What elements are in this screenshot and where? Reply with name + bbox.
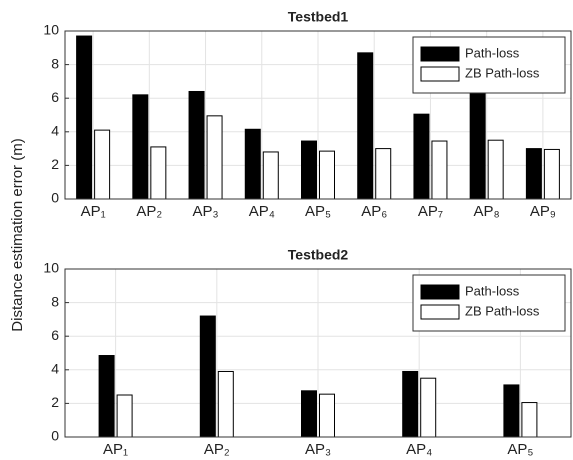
y-tick-label: 2 [51, 156, 59, 172]
y-axis-label: Distance estimation error (m) [9, 138, 26, 331]
x-tick-label: AP₃ [305, 441, 331, 458]
x-tick-label: AP₂ [204, 441, 230, 458]
bar [503, 384, 520, 438]
bar [262, 151, 279, 200]
x-tick-label: AP₇ [418, 203, 443, 220]
y-tick-label: 8 [51, 293, 59, 309]
chart-title: Testbed2 [288, 247, 349, 263]
x-tick-label: AP₄ [249, 203, 275, 220]
bar [94, 129, 111, 200]
legend-label: ZB Path-loss [465, 303, 540, 318]
y-tick-label: 2 [51, 394, 59, 410]
bar [132, 94, 149, 200]
bar [199, 315, 216, 438]
legend-swatch [420, 304, 460, 320]
bar [420, 377, 437, 438]
y-tick-label: 6 [51, 327, 59, 343]
bar [521, 402, 538, 438]
legend-box [412, 274, 566, 332]
y-tick-label: 8 [51, 55, 59, 71]
y-tick-label: 4 [51, 123, 59, 139]
bar [116, 394, 133, 438]
bar [319, 393, 335, 438]
bar [301, 140, 317, 200]
x-tick-label: AP₁ [81, 203, 106, 220]
bar [431, 140, 448, 200]
bar [357, 52, 374, 200]
y-tick-label: 0 [51, 428, 59, 444]
legend-box [412, 36, 566, 94]
x-tick-label: AP₃ [192, 203, 218, 220]
bar [487, 139, 504, 200]
legend-label: Path-loss [465, 283, 520, 298]
bar [469, 87, 486, 200]
x-tick-label: AP₄ [406, 441, 432, 458]
y-tick-label: 6 [51, 89, 59, 105]
bar [188, 90, 205, 200]
x-tick-label: AP₂ [136, 203, 162, 220]
legend-label: Path-loss [465, 45, 520, 60]
legend-swatch [420, 66, 460, 82]
plot-frame [64, 30, 572, 200]
y-tick-label: 0 [51, 190, 59, 206]
bar [375, 148, 392, 200]
bar [150, 146, 167, 200]
bar [98, 355, 115, 438]
y-tick-label: 4 [51, 361, 59, 377]
x-tick-label: AP₁ [103, 441, 128, 458]
bar [76, 35, 93, 200]
legend-swatch [420, 284, 460, 300]
x-tick-label: AP₅ [305, 203, 331, 220]
legend-label: ZB Path-loss [465, 65, 540, 80]
bar [402, 370, 419, 438]
x-tick-label: AP₈ [474, 203, 500, 220]
bar [206, 115, 223, 200]
bar [244, 128, 261, 200]
bar [217, 370, 234, 438]
chart-title: Testbed1 [288, 9, 349, 25]
x-tick-label: AP₅ [507, 441, 533, 458]
x-tick-label: AP₉ [530, 203, 556, 220]
y-tick-label: 10 [43, 260, 59, 276]
plot-frame [64, 268, 572, 438]
bar [525, 148, 542, 200]
y-tick-label: 10 [43, 22, 59, 38]
bar [413, 113, 430, 200]
bar [543, 148, 560, 200]
bar [319, 150, 335, 200]
bar [301, 390, 317, 438]
x-tick-label: AP₆ [361, 203, 387, 220]
legend-swatch [420, 46, 460, 62]
